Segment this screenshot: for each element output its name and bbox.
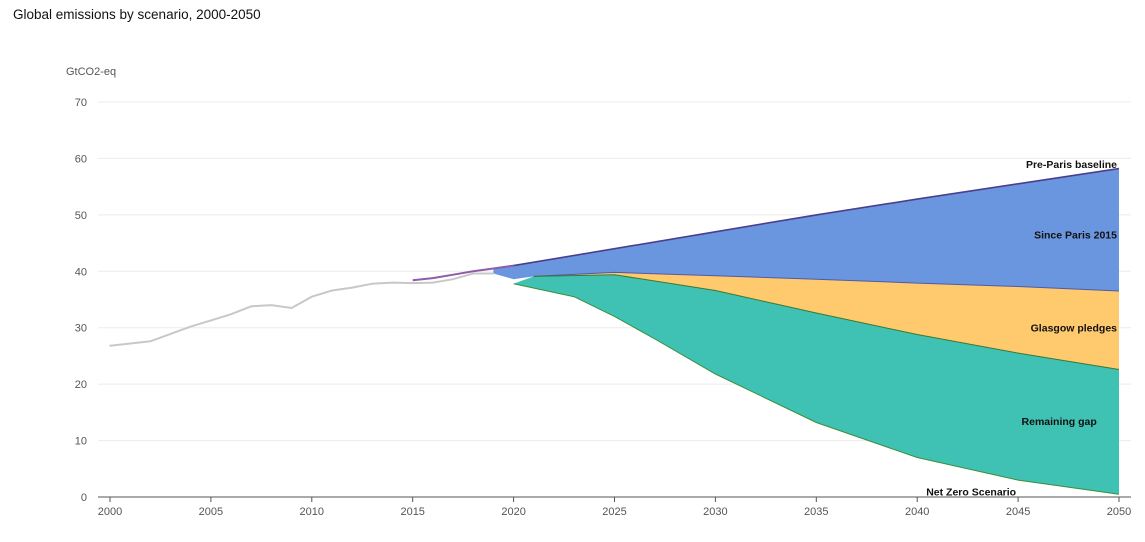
pre-paris-baseline-line xyxy=(513,167,1120,267)
historical-point xyxy=(290,307,293,309)
glasgow-pledges-line xyxy=(533,274,1120,370)
y-tick-label: 30 xyxy=(75,323,87,335)
annotation-label: Pre-Paris baseline xyxy=(1026,159,1117,171)
historical-point xyxy=(109,344,111,347)
x-tick-label: 2005 xyxy=(199,506,223,518)
historical-point xyxy=(149,340,152,343)
historical-point xyxy=(250,305,253,308)
historical-point xyxy=(371,282,374,285)
y-tick-label: 10 xyxy=(75,436,87,448)
historical-point xyxy=(311,295,313,298)
x-tick-label: 2030 xyxy=(703,506,727,518)
x-tick-label: 2000 xyxy=(98,506,122,518)
scenario-areas xyxy=(493,168,1119,495)
historical-point xyxy=(230,313,232,315)
x-tick-label: 2015 xyxy=(400,506,424,518)
y-tick-label: 50 xyxy=(75,210,87,222)
historical-point xyxy=(452,278,454,280)
x-tick-label: 2050 xyxy=(1107,506,1131,518)
x-tick-label: 2010 xyxy=(300,506,324,518)
x-tick-label: 2045 xyxy=(1006,506,1030,518)
x-tick-label: 2035 xyxy=(804,506,828,518)
area-glasgow-pledges xyxy=(533,272,1119,370)
pre-paris-history-line xyxy=(412,264,514,282)
historical-point xyxy=(411,282,414,284)
historical-point xyxy=(189,325,192,328)
y-tick-label: 40 xyxy=(75,266,87,278)
y-tick-label: 0 xyxy=(81,492,87,504)
historical-point xyxy=(351,286,353,289)
annotation-label: Remaining gap xyxy=(1022,416,1097,428)
historical-emissions-line xyxy=(109,272,494,347)
historical-point xyxy=(391,281,394,284)
y-tick-label: 60 xyxy=(75,153,87,165)
y-tick-label: 20 xyxy=(75,379,87,391)
historical-point xyxy=(270,304,273,306)
historical-point xyxy=(210,319,212,322)
since-paris-line xyxy=(533,271,1120,292)
area-since-paris-2015 xyxy=(493,168,1119,291)
x-tick-label: 2040 xyxy=(905,506,929,518)
annotations: Pre-Paris baseline Since Paris 2015 Glasgo… xyxy=(926,159,1117,498)
chart-title: Global emissions by scenario, 2000-2050 xyxy=(13,7,261,22)
historical-point xyxy=(331,289,333,292)
x-tick-label: 2025 xyxy=(602,506,626,518)
historical-point xyxy=(492,272,495,275)
annotation-label: Net Zero Scenario xyxy=(926,486,1016,498)
historical-point xyxy=(432,281,434,284)
y-axis-label: GtCO2-eq xyxy=(66,66,116,78)
annotation-label: Glasgow pledges xyxy=(1031,323,1118,335)
y-tick-label: 70 xyxy=(75,97,87,109)
area-remaining-gap xyxy=(513,274,1119,495)
historical-point xyxy=(472,272,475,275)
annotation-label: Since Paris 2015 xyxy=(1034,230,1117,242)
x-tick-label: 2020 xyxy=(501,506,525,518)
series-lines xyxy=(109,167,1120,495)
net-zero-scenario-line xyxy=(513,283,1120,495)
